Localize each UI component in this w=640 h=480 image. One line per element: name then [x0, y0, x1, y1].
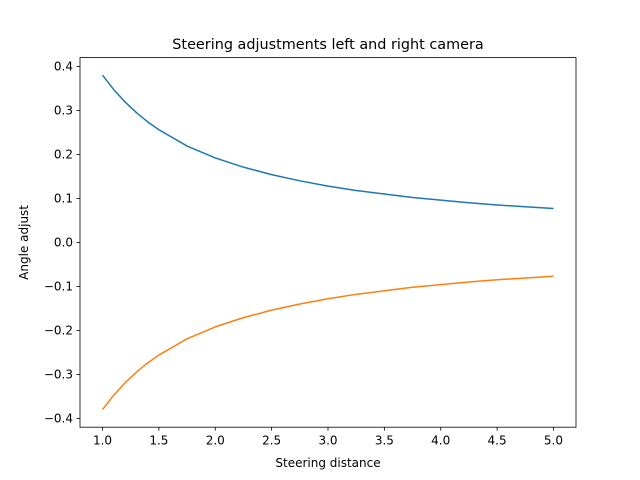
x-tick-label: 2.5: [262, 434, 281, 448]
x-tick-label: 1.5: [149, 434, 168, 448]
x-axis-label: Steering distance: [275, 456, 380, 470]
x-tick-label: 1.0: [93, 434, 112, 448]
x-tick-label: 4.5: [488, 434, 507, 448]
y-tick-label: −0.1: [44, 280, 73, 294]
y-tick-label: 0.1: [54, 192, 73, 206]
y-tick-label: −0.2: [44, 324, 73, 338]
chart-title: Steering adjustments left and right came…: [172, 37, 483, 53]
x-tick-label: 5.0: [544, 434, 563, 448]
series-line-2: [101, 275, 554, 411]
series-layer: [101, 74, 554, 411]
x-tick-label: 2.0: [206, 434, 225, 448]
y-tick-label: −0.3: [44, 368, 73, 382]
y-tick-label: 0.3: [54, 104, 73, 118]
x-tick-label: 3.0: [318, 434, 337, 448]
y-axis-ticks: 0.4 0.3 0.2 0.1 0.0 −0.1 −0.2 −0.3 −0.4: [44, 60, 80, 426]
y-tick-label: 0.4: [54, 60, 73, 74]
x-tick-label: 4.0: [431, 434, 450, 448]
x-axis-ticks: 1.0 1.5 2.0 2.5 3.0 3.5 4.0 4.5 5.0: [93, 427, 563, 448]
plot-area-frame: [79, 57, 577, 428]
series-line-1: [101, 74, 554, 210]
y-tick-label: −0.4: [44, 412, 73, 426]
x-tick-label: 3.5: [375, 434, 394, 448]
y-axis-label: Angle adjust: [17, 205, 31, 280]
y-tick-label: 0.2: [54, 148, 73, 162]
y-tick-label: 0.0: [54, 236, 73, 250]
